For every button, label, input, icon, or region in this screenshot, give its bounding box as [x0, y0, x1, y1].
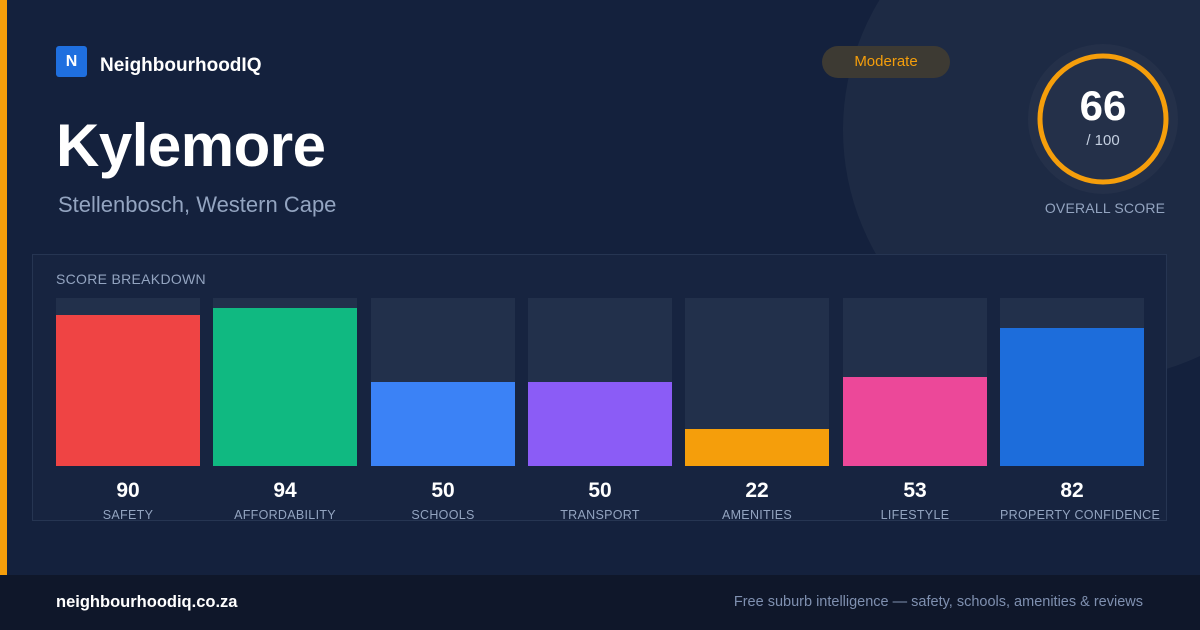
- bar-value-transport: 50: [588, 479, 612, 502]
- bar-value-property-confidence: 82: [1060, 479, 1084, 502]
- overall-score-caption: OVERALL SCORE: [1044, 200, 1166, 216]
- overall-score-ring: 66 / 100: [1028, 44, 1178, 194]
- bar-chart: 90 SAFETY 94 AFFORDABILITY 50 SCHOOLS 50 TRANSP…: [56, 298, 1161, 522]
- bar-label-safety: SAFETY: [102, 508, 154, 522]
- bar-value-schools: 50: [431, 479, 455, 502]
- bar-schools: [371, 382, 515, 466]
- bar-track-amenities: [685, 298, 829, 466]
- accent-strip: [0, 0, 7, 575]
- overall-score-max: / 100: [1086, 132, 1120, 149]
- suburb-name: Kylemore: [56, 112, 326, 179]
- bar-label-transport: TRANSPORT: [560, 508, 640, 522]
- bar-label-property-confidence: PROPERTY CONFIDENCE: [1000, 508, 1161, 522]
- rating-badge: Moderate: [822, 46, 950, 78]
- bar-value-affordability: 94: [273, 479, 297, 502]
- bar-value-safety: 90: [116, 479, 140, 502]
- overall-score-value: 66: [1079, 82, 1127, 129]
- bar-label-amenities: AMENITIES: [721, 508, 793, 522]
- bar-track-lifestyle: [843, 298, 987, 466]
- bar-amenities: [685, 429, 829, 466]
- brand-name: NeighbourhoodIQ: [100, 54, 262, 76]
- bar-transport: [528, 382, 672, 466]
- brand-logo-icon: N: [56, 46, 87, 77]
- footer: neighbourhoodiq.co.za Free suburb intell…: [0, 575, 1200, 630]
- bar-safety: [56, 315, 200, 466]
- suburb-location: Stellenbosch, Western Cape: [58, 192, 337, 217]
- bar-label-affordability: AFFORDABILITY: [234, 508, 336, 522]
- bar-value-lifestyle: 53: [903, 479, 927, 502]
- bar-value-amenities: 22: [745, 479, 769, 502]
- bar-affordability: [213, 308, 357, 466]
- bar-property-confidence: [1000, 328, 1144, 466]
- bar-track-safety: [56, 298, 200, 466]
- footer-tagline: Free suburb intelligence — safety, schoo…: [733, 594, 1143, 610]
- bar-track-property-confidence: [1000, 298, 1144, 466]
- bar-lifestyle: [843, 377, 987, 466]
- score-ring-graphic: [1028, 44, 1178, 194]
- bar-track-affordability: [213, 298, 357, 466]
- chart-title: SCORE BREAKDOWN: [56, 271, 206, 287]
- bar-label-lifestyle: LIFESTYLE: [880, 508, 950, 522]
- bar-track-transport: [528, 298, 672, 466]
- share-card: N NeighbourhoodIQ Kylemore Stellenbosch,…: [0, 0, 1178, 575]
- footer-url-link[interactable]: neighbourhoodiq.co.za: [56, 593, 238, 611]
- brand-logo[interactable]: N NeighbourhoodIQ: [56, 46, 261, 77]
- bar-label-schools: SCHOOLS: [411, 508, 475, 522]
- bar-track-schools: [371, 298, 515, 466]
